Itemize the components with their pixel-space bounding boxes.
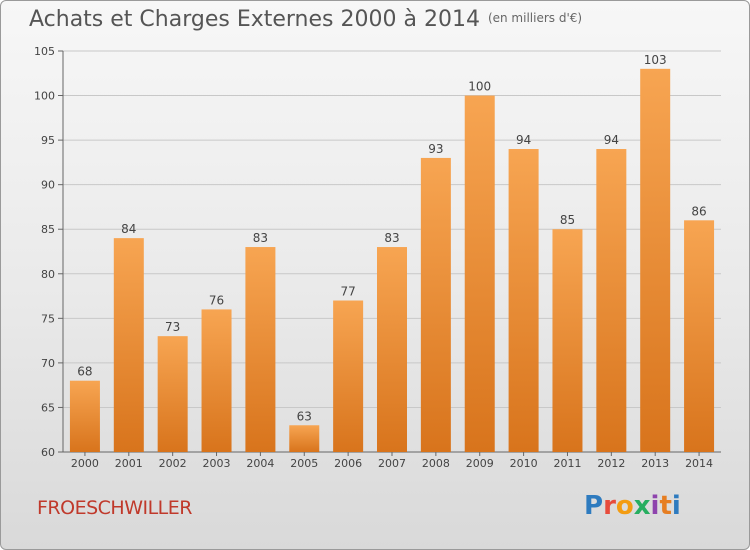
x-tick-label: 2004	[246, 457, 274, 470]
x-tick-label: 2003	[203, 457, 231, 470]
x-tick-label: 2009	[466, 457, 494, 470]
y-tick-label: 75	[41, 312, 55, 325]
bar-value-label: 83	[253, 231, 268, 245]
y-tick-label: 100	[34, 90, 55, 103]
x-tick-label: 2007	[378, 457, 406, 470]
x-tick-label: 2013	[641, 457, 669, 470]
x-tick-label: 2006	[334, 457, 362, 470]
bar	[596, 149, 627, 452]
bar	[157, 336, 188, 452]
x-tick-label: 2005	[290, 457, 318, 470]
bar-value-label: 85	[560, 213, 575, 227]
y-tick-label: 90	[41, 179, 55, 192]
bar	[420, 157, 451, 452]
bar-value-label: 93	[428, 142, 443, 156]
y-tick-label: 85	[41, 223, 55, 236]
y-tick-label: 80	[41, 268, 55, 281]
bar	[377, 247, 407, 452]
bar-value-label: 77	[340, 285, 355, 299]
bar-value-label: 94	[604, 133, 619, 147]
x-tick-label: 2000	[71, 457, 99, 470]
chart-title: Achats et Charges Externes 2000 à 2014 (e…	[29, 7, 582, 32]
bar	[289, 425, 320, 452]
x-tick-label: 2001	[115, 457, 143, 470]
bar	[684, 220, 715, 452]
x-tick-label: 2010	[510, 457, 538, 470]
bar	[113, 238, 144, 452]
bar-value-label: 84	[121, 222, 136, 236]
bar	[508, 149, 539, 452]
bar-value-label: 76	[209, 293, 224, 307]
chart-subtitle: (en milliers d'€)	[487, 11, 583, 25]
bar	[69, 380, 100, 452]
logo-letter: i	[650, 491, 660, 521]
bar	[245, 247, 276, 452]
logo-letter: x	[633, 491, 651, 521]
logo-letter: r	[603, 491, 616, 521]
bar-value-label: 100	[468, 80, 491, 94]
x-tick-label: 2012	[597, 457, 625, 470]
y-tick-label: 95	[41, 134, 55, 147]
y-tick-label: 60	[41, 446, 55, 459]
logo-letter: P	[584, 491, 604, 521]
x-tick-label: 2008	[422, 457, 450, 470]
logo-letter: o	[615, 491, 634, 521]
y-tick-label: 65	[41, 401, 55, 414]
logo-letter: i	[671, 491, 681, 521]
bar-value-label: 83	[384, 231, 399, 245]
bar-value-label: 63	[297, 409, 312, 423]
y-tick-label: 105	[34, 45, 55, 58]
proxiti-logo: Proxiti	[584, 491, 681, 521]
x-tick-label: 2002	[159, 457, 187, 470]
bar-value-label: 94	[516, 133, 531, 147]
bar	[552, 229, 583, 452]
x-tick-label: 2014	[685, 457, 713, 470]
commune-name: FROESCHWILLER	[37, 497, 192, 519]
bar	[333, 300, 364, 452]
bar-value-label: 86	[691, 204, 706, 218]
logo-letter: t	[659, 491, 672, 521]
bar	[201, 309, 232, 452]
chart-title-text: Achats et Charges Externes 2000 à 2014	[29, 7, 480, 32]
bar-value-label: 73	[165, 320, 180, 334]
bar	[640, 68, 671, 453]
x-tick-label: 2011	[553, 457, 581, 470]
bar	[464, 95, 495, 453]
bar-value-label: 68	[77, 365, 92, 379]
bar-value-label: 103	[644, 53, 667, 67]
y-tick-label: 70	[41, 357, 55, 370]
